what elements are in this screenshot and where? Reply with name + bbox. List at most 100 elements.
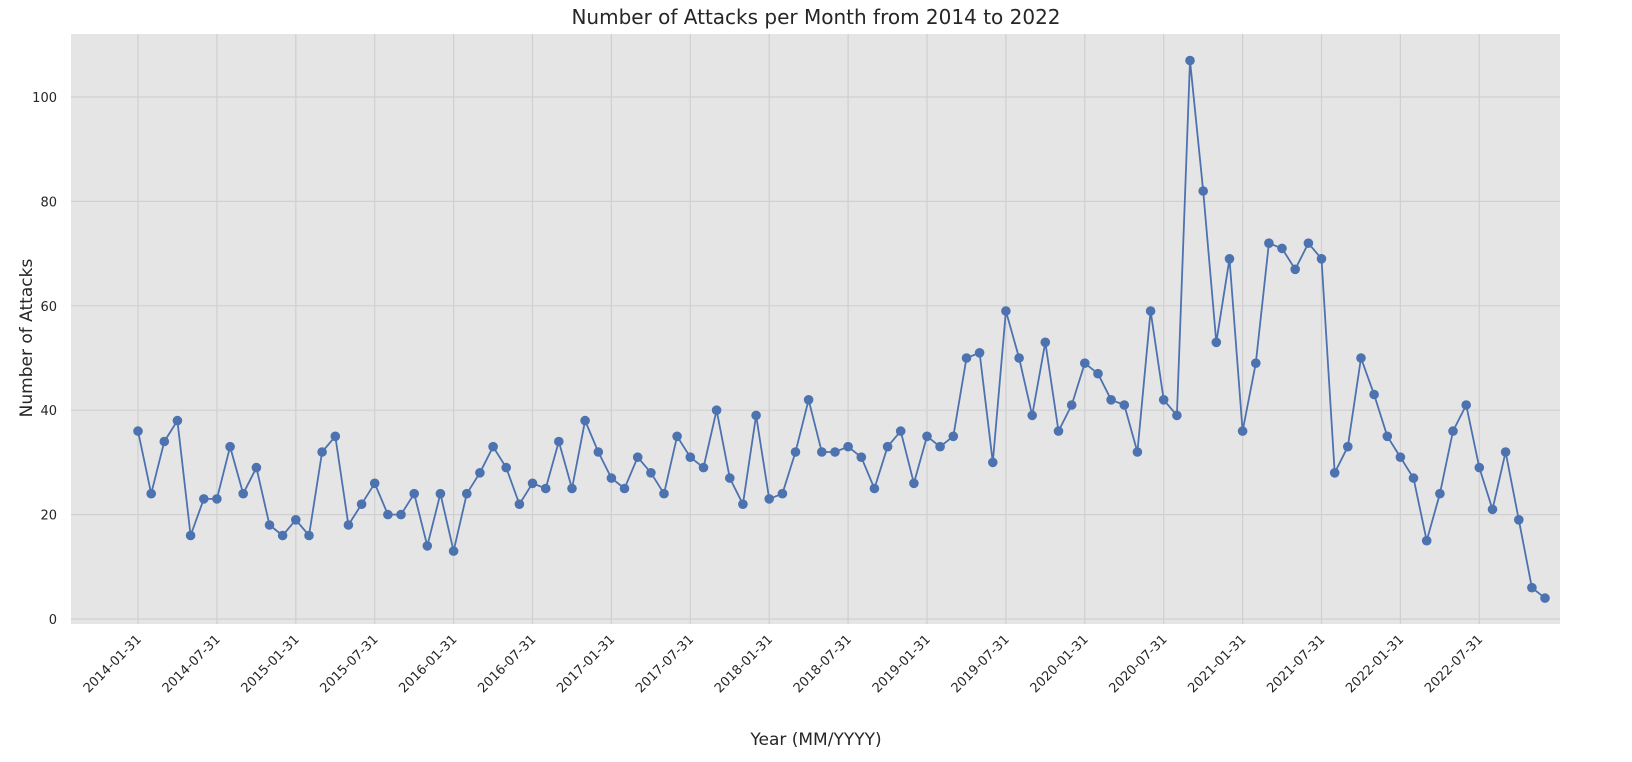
data-point (922, 431, 932, 442)
series-line-group (133, 55, 1550, 603)
data-point (343, 520, 354, 530)
x-tick-label: 2022-01-31 (1343, 632, 1407, 696)
plot-area (71, 34, 1560, 624)
data-point (212, 494, 222, 504)
data-point (199, 494, 209, 504)
data-point (1158, 395, 1169, 405)
data-point (1172, 410, 1182, 421)
data-point (580, 415, 590, 426)
y-tick-label: 20 (40, 509, 57, 524)
y-tick-label: 100 (32, 91, 57, 106)
data-point (409, 488, 420, 499)
data-point (738, 499, 748, 510)
data-point (1251, 358, 1261, 369)
data-point (632, 452, 643, 463)
data-point (1040, 337, 1051, 348)
data-point (1487, 504, 1498, 515)
data-point (1369, 389, 1379, 400)
data-point (277, 530, 288, 541)
y-tick-label: 40 (40, 404, 57, 419)
x-tick-label: 2015-01-31 (239, 632, 303, 696)
x-tick-label: 2020-07-31 (1106, 632, 1170, 696)
data-point (685, 452, 696, 463)
data-point (725, 473, 735, 483)
data-point (672, 431, 682, 442)
data-point (1237, 426, 1248, 436)
data-point (1500, 447, 1511, 457)
data-point (1224, 253, 1235, 264)
data-point (1356, 353, 1366, 363)
data-point (1027, 410, 1037, 421)
data-point (659, 488, 669, 499)
data-point (1316, 253, 1327, 264)
x-tick-label: 2017-07-31 (633, 632, 697, 696)
data-point (330, 431, 341, 442)
data-point (514, 499, 525, 510)
data-point (895, 426, 906, 436)
data-point (396, 509, 406, 520)
data-point (304, 530, 314, 541)
data-point (422, 541, 433, 551)
data-point (606, 473, 617, 483)
data-point (1395, 452, 1406, 463)
data-point (1185, 55, 1195, 66)
data-point (1435, 488, 1445, 499)
data-point (501, 462, 512, 473)
data-point (646, 468, 656, 478)
x-tick-label: 2017-01-31 (554, 632, 618, 696)
x-tick-label: 2016-01-31 (396, 632, 460, 696)
data-point (869, 483, 880, 494)
data-point (1474, 462, 1485, 473)
data-point (1421, 535, 1432, 546)
data-point (1211, 337, 1222, 348)
data-point (974, 348, 985, 358)
data-point (1198, 186, 1208, 196)
x-tick-label: 2019-07-31 (949, 632, 1013, 696)
data-point (462, 488, 472, 499)
data-point (317, 447, 327, 457)
data-point (435, 488, 446, 499)
x-tick-label: 2018-07-31 (791, 632, 855, 696)
data-point (251, 462, 262, 473)
data-point (711, 405, 722, 416)
data-point (488, 441, 498, 452)
data-point (1514, 515, 1524, 525)
x-axis-label: Year (MM/YYYY) (750, 730, 882, 750)
x-tick-label: 2021-01-31 (1185, 632, 1249, 696)
data-point (619, 483, 630, 494)
data-point (1343, 441, 1353, 452)
y-tick-label: 0 (49, 613, 57, 628)
data-point (527, 478, 538, 489)
data-point (1303, 238, 1314, 248)
data-point (751, 410, 761, 421)
data-point (935, 441, 945, 452)
data-point (909, 478, 919, 489)
data-point (1527, 582, 1537, 593)
data-point (1001, 306, 1011, 316)
data-point (790, 447, 801, 457)
data-point (698, 462, 709, 473)
data-point (948, 431, 959, 442)
data-point (777, 488, 788, 499)
data-point (1053, 426, 1064, 436)
data-point (264, 520, 275, 530)
y-tick-label: 60 (40, 300, 57, 315)
data-point (1277, 243, 1287, 254)
data-point (356, 499, 367, 510)
data-point (1448, 426, 1458, 436)
grid (71, 34, 1560, 624)
data-point (1382, 431, 1393, 442)
data-point (882, 441, 893, 452)
data-point (1132, 447, 1143, 457)
data-point (1014, 353, 1024, 363)
data-point (961, 353, 972, 363)
data-point (238, 488, 248, 499)
data-point (803, 395, 814, 405)
x-tick-label: 2014-07-31 (160, 632, 224, 696)
data-point (843, 441, 853, 452)
data-point (369, 478, 380, 489)
x-tick-label: 2022-07-31 (1422, 632, 1486, 696)
data-point (856, 452, 867, 463)
data-point (764, 494, 774, 504)
